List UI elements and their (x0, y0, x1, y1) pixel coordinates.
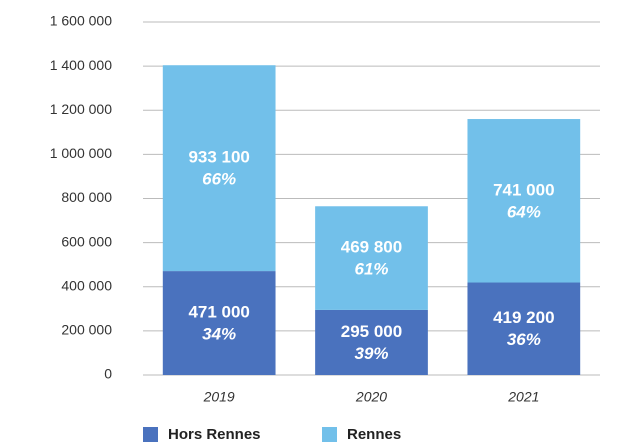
legend-swatch (143, 427, 158, 442)
y-tick-label: 1 200 000 (50, 101, 112, 117)
bar-segment (315, 206, 428, 310)
bar-segment (467, 282, 581, 375)
share-label: 34% (202, 325, 236, 344)
share-label: 61% (354, 260, 388, 279)
legend-label: Rennes (347, 426, 401, 443)
x-tick-label: 2020 (355, 389, 387, 405)
share-label: 39% (354, 344, 388, 363)
bar-segment (467, 119, 581, 283)
bar-segment (162, 65, 276, 272)
x-tick-label: 2021 (507, 389, 539, 405)
bar-segment (315, 309, 428, 375)
legend-swatch (322, 427, 337, 442)
bar-segment (162, 271, 276, 375)
share-label: 36% (507, 330, 541, 349)
value-label: 469 800 (341, 238, 402, 257)
value-label: 419 200 (493, 308, 554, 327)
x-tick-label: 2019 (203, 389, 235, 405)
share-label: 64% (507, 202, 541, 221)
share-label: 66% (202, 170, 236, 189)
value-label: 933 100 (188, 148, 249, 167)
y-tick-label: 0 (104, 366, 112, 382)
y-tick-label: 1 000 000 (50, 145, 112, 161)
y-tick-label: 400 000 (61, 277, 112, 293)
value-label: 741 000 (493, 180, 554, 199)
value-label: 471 000 (188, 303, 249, 322)
y-tick-label: 1 600 000 (50, 13, 112, 29)
value-label: 295 000 (341, 322, 402, 341)
y-tick-label: 800 000 (61, 189, 112, 205)
legend-label: Hors Rennes (168, 426, 261, 443)
y-tick-label: 200 000 (61, 322, 112, 338)
y-tick-label: 600 000 (61, 233, 112, 249)
y-tick-label: 1 400 000 (50, 57, 112, 73)
